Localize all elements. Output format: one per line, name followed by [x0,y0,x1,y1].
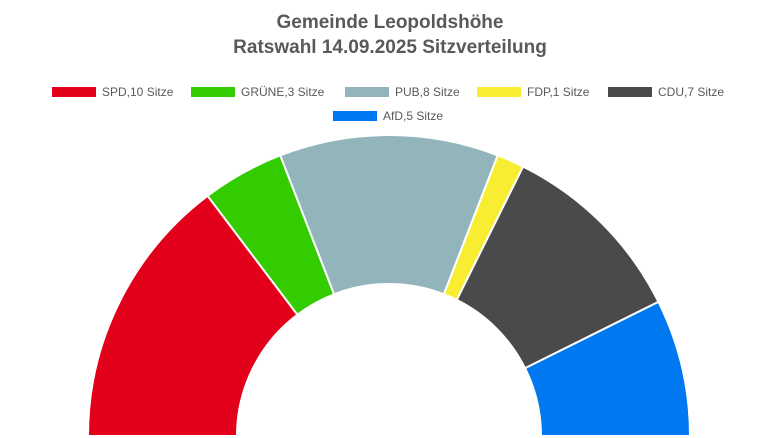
legend-item-gruene: GRÜNE,3 Sitze [191,85,324,99]
legend-swatch-afd [333,111,377,121]
legend-swatch-gruene [191,87,235,97]
legend-label-spd: SPD,10 Sitze [102,85,174,99]
legend-item-afd: AfD,5 Sitze [333,109,443,123]
legend-swatch-fdp [477,87,521,97]
segment-spd [86,194,299,437]
legend-label-afd: AfD,5 Sitze [383,109,444,123]
legend-label-cdu: CDU,7 Sitze [658,85,725,99]
legend-swatch-cdu [608,87,652,97]
chart-subtitle: Ratswahl 14.09.2025 Sitzverteilung [233,37,547,58]
legend-label-pub: PUB,8 Sitze [395,85,460,99]
legend-label-gruene: GRÜNE,3 Sitze [241,85,325,99]
legend-item-cdu: CDU,7 Sitze [608,85,724,99]
legend-item-spd: SPD,10 Sitze [52,85,173,99]
chart-title: Gemeinde Leopoldshöhe [276,12,504,33]
legend-label-fdp: FDP,1 Sitze [527,85,590,99]
segment-pub [278,134,500,296]
segment-afd [523,300,692,437]
legend-item-pub: PUB,8 Sitze [345,85,460,99]
legend-item-fdp: FDP,1 Sitze [477,85,589,99]
legend-swatch-spd [52,87,96,97]
legend-swatch-pub [345,87,389,97]
